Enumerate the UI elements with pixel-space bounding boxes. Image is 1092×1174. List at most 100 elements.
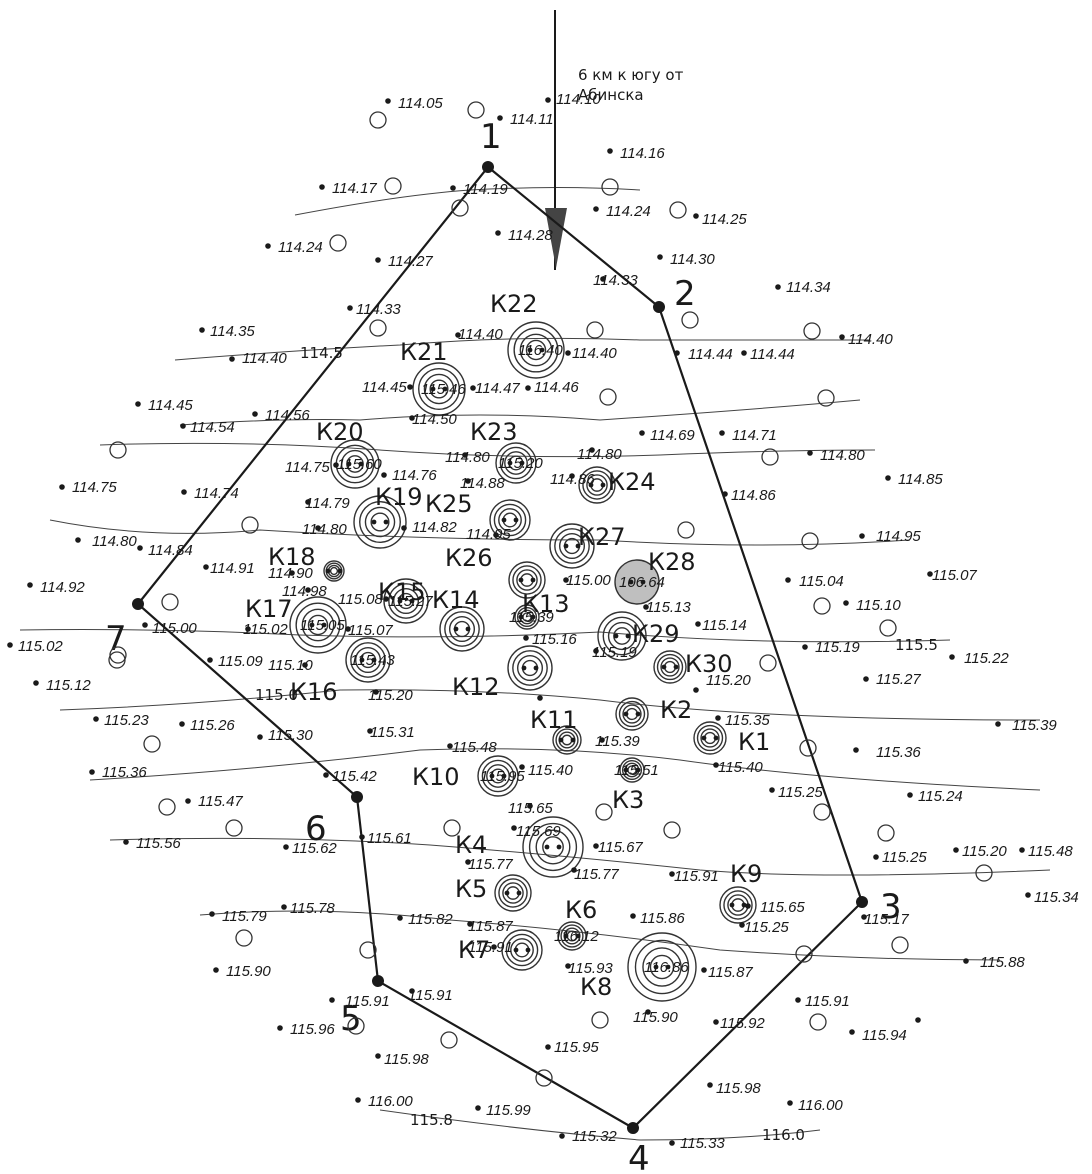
survey-point-marker — [142, 622, 148, 628]
survey-point-elevation: 115.00 — [566, 572, 611, 589]
sinkhole — [514, 604, 540, 630]
observation-circle — [158, 798, 176, 816]
survey-point-elevation: 114.50 — [412, 411, 457, 428]
survey-point: 114.10 — [545, 91, 601, 108]
survey-point: 114.76 — [381, 467, 437, 484]
survey-point-elevation: 114.24 — [606, 203, 651, 220]
survey-point-elevation: 115.19 — [592, 644, 637, 661]
survey-point-marker — [695, 621, 701, 627]
survey-point-marker — [795, 997, 801, 1003]
survey-point: 115.20 — [368, 687, 413, 704]
survey-point-elevation: 114.46 — [534, 379, 579, 396]
sinkhole-label: К4 — [455, 831, 487, 859]
survey-point: 114.74 — [181, 485, 239, 502]
observation-circle — [109, 646, 127, 664]
survey-point-elevation: 114.82 — [412, 519, 457, 536]
survey-point-elevation: 114.74 — [194, 485, 239, 502]
survey-point-elevation: 115.12 — [46, 677, 91, 694]
survey-point: 114.45 — [135, 397, 193, 414]
survey-point-marker — [693, 213, 699, 219]
sinkhole — [507, 645, 553, 691]
survey-point-elevation: 114.30 — [670, 251, 715, 268]
survey-point-elevation: 114.19 — [463, 181, 508, 198]
survey-point-marker — [674, 350, 680, 356]
sinkhole-label: К9 — [730, 860, 762, 888]
survey-point-elevation: 114.91 — [210, 560, 255, 577]
survey-point-marker — [523, 635, 529, 641]
survey-point: 115.36 — [89, 764, 147, 781]
survey-point-elevation: 115.07 — [932, 567, 977, 584]
survey-point: 115.65 — [508, 800, 553, 817]
survey-point-marker — [135, 401, 141, 407]
contour-mark: 115.5 — [895, 636, 938, 654]
survey-point-elevation: 115.90 — [226, 963, 271, 980]
sinkhole-label: К23 — [470, 418, 518, 446]
survey-point-marker — [397, 915, 403, 921]
sinkhole — [507, 321, 565, 379]
observation-circle — [809, 1013, 827, 1031]
survey-point-marker — [600, 276, 606, 282]
survey-point: 114.95 — [859, 528, 921, 545]
survey-point-marker — [599, 737, 605, 743]
survey-point-elevation: 115.26 — [190, 717, 235, 734]
observation-circle — [467, 101, 485, 119]
survey-point: 115.23 — [93, 712, 149, 729]
sinkhole — [494, 874, 532, 912]
observation-circle — [761, 448, 779, 466]
observation-circle — [595, 803, 613, 821]
survey-point: 114.33 — [593, 272, 638, 289]
survey-point-elevation: 115.17 — [864, 911, 909, 928]
survey-point-marker — [963, 958, 969, 964]
survey-point-marker — [265, 243, 271, 249]
survey-point-marker — [569, 473, 575, 479]
survey-point-elevation: 114.45 — [362, 379, 407, 396]
survey-point: 115.98 — [375, 1051, 429, 1068]
sinkhole-label: К5 — [455, 875, 487, 903]
survey-point-elevation: 115.91 — [805, 993, 850, 1010]
survey-point-elevation: 116.00 — [368, 1093, 413, 1110]
survey-point-marker — [373, 689, 379, 695]
survey-point: 114.88 — [460, 475, 505, 492]
survey-point-elevation: 115.32 — [572, 1128, 617, 1145]
observation-circles-layer — [108, 101, 993, 1087]
sinkhole-label: К16 — [290, 678, 338, 706]
survey-point-marker — [181, 489, 187, 495]
survey-point: 115.91 — [795, 993, 850, 1010]
survey-point-marker — [180, 423, 186, 429]
survey-point-marker — [289, 570, 295, 576]
survey-point-elevation: 115.36 — [102, 764, 147, 781]
survey-point: 115.25 — [873, 849, 927, 866]
survey-point: 115.20 — [953, 843, 1007, 860]
survey-point: 114.40 — [565, 345, 617, 362]
contour-mark-labels: 114.5 115.0 115.5 115.8 116.0 — [255, 344, 938, 1144]
survey-point-marker — [565, 963, 571, 969]
survey-point-marker — [861, 914, 867, 920]
sinkhole-labels-layer: К1 К2 К3 115.51 К4 К5 К6 116.12 К7 К8 116.86 К9 К10 1… — [245, 290, 770, 1001]
survey-point: 115.47 — [185, 793, 243, 810]
survey-point-marker — [409, 415, 415, 421]
survey-point-marker — [93, 716, 99, 722]
survey-point: 114.91 — [203, 560, 255, 577]
survey-point: 114.46 — [525, 379, 579, 396]
survey-point: 115.12 — [33, 677, 91, 694]
sinkhole — [412, 362, 466, 416]
survey-point-elevation: 114.92 — [40, 579, 85, 596]
survey-point: 114.19 — [450, 181, 508, 198]
survey-point-elevation: 115.91 — [408, 987, 453, 1004]
survey-point-marker — [123, 839, 129, 845]
sinkhole-inner-mark: 115.27 — [388, 593, 433, 610]
survey-point-marker — [283, 844, 289, 850]
survey-point-elevation: 114.80 — [577, 446, 622, 463]
survey-point-elevation: 115.10 — [268, 657, 313, 674]
observation-circle — [817, 389, 835, 407]
observation-circle — [663, 821, 681, 839]
survey-point-elevation: 115.65 — [508, 800, 553, 817]
survey-point-elevation: 114.40 — [242, 350, 287, 367]
survey-point: 114.79 — [305, 495, 350, 512]
survey-point-elevation: 115.16 — [532, 631, 577, 648]
survey-point-elevation: 115.92 — [720, 1015, 765, 1032]
survey-point-marker — [915, 1017, 921, 1023]
survey-point-elevation: 115.48 — [1028, 843, 1073, 860]
survey-point: 115.32 — [559, 1128, 617, 1145]
